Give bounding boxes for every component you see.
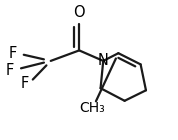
Text: N: N bbox=[98, 53, 109, 68]
Text: CH₃: CH₃ bbox=[80, 102, 105, 116]
Text: O: O bbox=[73, 5, 85, 20]
Text: F: F bbox=[20, 76, 28, 92]
Text: F: F bbox=[6, 62, 14, 78]
Text: F: F bbox=[9, 46, 17, 61]
